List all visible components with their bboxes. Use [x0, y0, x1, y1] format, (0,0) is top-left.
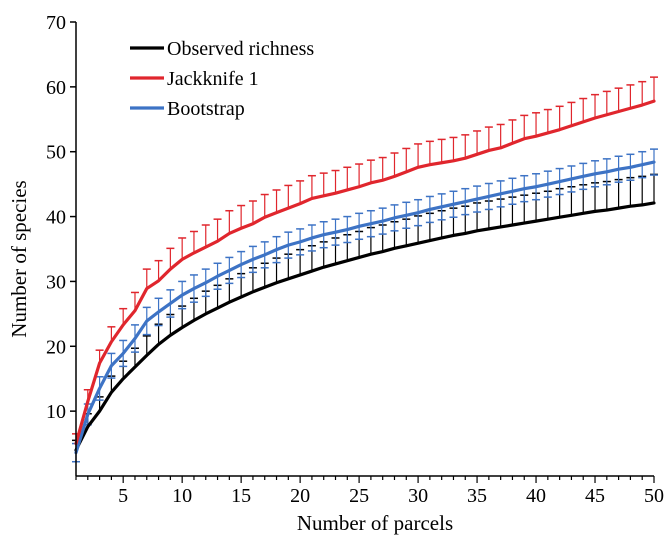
series-line-observed-richness — [74, 201, 656, 452]
x-tick-label: 50 — [644, 485, 664, 507]
y-tick-label: 10 — [46, 401, 66, 423]
x-tick-label: 20 — [290, 485, 310, 507]
x-tick-label: 45 — [585, 485, 605, 507]
ticks-layer: 10 20 30 40 50 60 70 5 10 15 20 25 30 35 40 45 50 — [46, 12, 664, 507]
y-tick-label: 70 — [46, 12, 66, 34]
x-tick-label: 15 — [231, 485, 251, 507]
legend-label: Bootstrap — [167, 98, 245, 120]
x-tick-label: 5 — [118, 485, 128, 507]
y-tick-label: 20 — [46, 336, 66, 358]
axes-layer — [75, 22, 654, 477]
legend-label: Observed richness — [167, 38, 314, 60]
y-axis-title: Number of species — [7, 180, 31, 337]
x-tick-label: 10 — [172, 485, 192, 507]
error-bars-layer — [72, 76, 658, 463]
series-lines-layer — [74, 99, 656, 455]
error-bars-2 — [72, 148, 658, 463]
x-tick-label: 25 — [349, 485, 369, 507]
x-tick-label: 30 — [408, 485, 428, 507]
series-line-bootstrap — [74, 160, 656, 455]
y-tick-label: 30 — [46, 271, 66, 293]
y-tick-label: 40 — [46, 207, 66, 229]
y-tick-label: 50 — [46, 142, 66, 164]
series-line-jackknife-1 — [74, 99, 656, 446]
legend: Observed richness Jackknife 1 Bootstrap — [130, 38, 314, 120]
x-tick-label: 40 — [526, 485, 546, 507]
x-axis-title: Number of parcels — [297, 511, 453, 535]
x-tick-label: 35 — [467, 485, 487, 507]
y-tick-label: 60 — [46, 77, 66, 99]
error-bars-1 — [72, 76, 658, 444]
legend-label: Jackknife 1 — [167, 68, 259, 90]
